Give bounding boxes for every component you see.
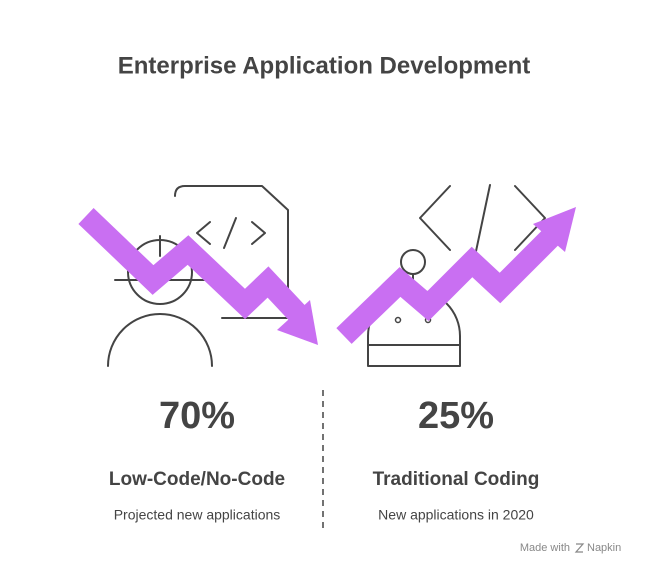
footer-brand: Napkin — [587, 542, 621, 554]
footer-text: Made with — [520, 542, 570, 554]
up-arrow — [336, 207, 576, 344]
stat-label: Traditional Coding — [373, 469, 540, 490]
down-arrow — [78, 208, 318, 345]
stat-description: Projected new applications — [114, 507, 281, 523]
stat-value: 70% — [159, 395, 235, 437]
footer-logo — [574, 543, 585, 553]
title: Enterprise Application Development — [118, 52, 531, 79]
stat-description: New applications in 2020 — [378, 507, 534, 523]
person-icon — [107, 185, 289, 367]
stat-value: 25% — [418, 395, 494, 437]
stat-label: Low-Code/No-Code — [109, 469, 285, 490]
